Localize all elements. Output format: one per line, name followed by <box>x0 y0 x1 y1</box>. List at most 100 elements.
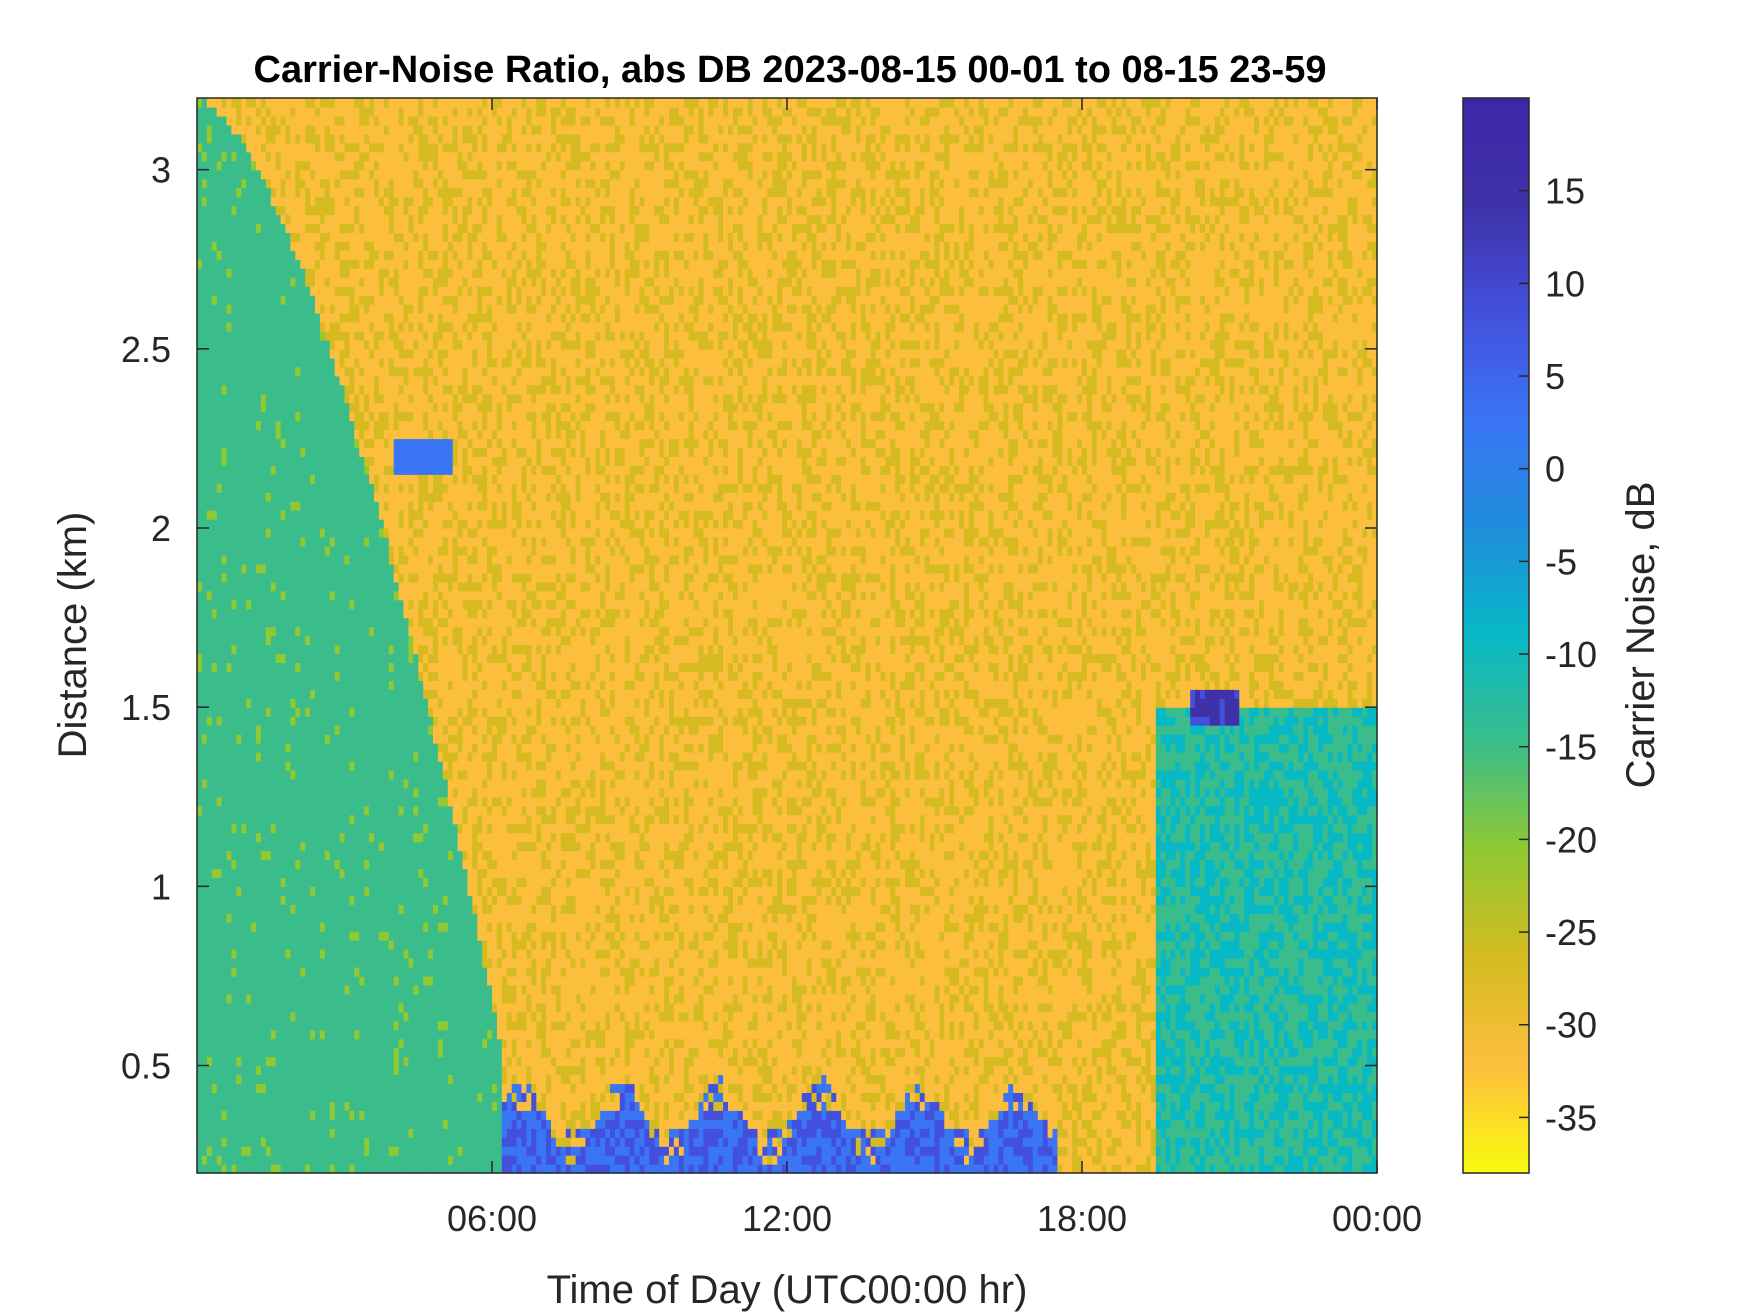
heatmap-cell <box>286 492 292 502</box>
heatmap-cell <box>354 492 360 502</box>
heatmap-cell <box>246 1039 252 1049</box>
heatmap-cell <box>330 698 336 708</box>
heatmap-cell <box>359 860 365 870</box>
heatmap-cell <box>330 349 336 359</box>
heatmap-cell <box>286 197 292 207</box>
heatmap-cell <box>345 600 351 610</box>
heatmap-cell <box>217 949 223 959</box>
heatmap-cell <box>271 1057 277 1067</box>
heatmap-cell <box>251 277 257 287</box>
heatmap-cell <box>389 107 395 117</box>
heatmap-cell <box>340 546 346 556</box>
heatmap-cell <box>217 474 223 484</box>
heatmap-cell <box>300 313 306 323</box>
heatmap-cell <box>222 1146 228 1156</box>
heatmap-cell <box>359 313 365 323</box>
heatmap-cell <box>281 958 287 968</box>
heatmap-cell <box>227 582 233 592</box>
heatmap-cell <box>364 967 370 977</box>
heatmap-cell <box>300 627 306 637</box>
heatmap-cell <box>320 1083 326 1093</box>
heatmap-cell <box>340 1137 346 1147</box>
heatmap-cell <box>281 913 287 923</box>
heatmap-cell <box>261 116 267 126</box>
heatmap-cell <box>261 1155 267 1165</box>
heatmap-cell <box>310 627 316 637</box>
heatmap-cell <box>261 671 267 681</box>
heatmap-cell <box>281 967 287 977</box>
heatmap-cell <box>384 170 390 180</box>
heatmap-cell <box>325 304 331 314</box>
heatmap-cell <box>399 1128 405 1138</box>
heatmap-cell <box>340 824 346 834</box>
heatmap-cell <box>197 824 203 834</box>
heatmap-cell <box>256 779 262 789</box>
heatmap-cell <box>217 770 223 780</box>
heatmap-cell <box>251 501 257 511</box>
heatmap-cell <box>315 931 321 941</box>
heatmap-cell <box>271 833 277 843</box>
heatmap-cell <box>266 1155 272 1165</box>
heatmap-cell <box>374 788 380 798</box>
heatmap-cell <box>340 510 346 520</box>
heatmap-cell <box>212 1092 218 1102</box>
heatmap-cell <box>227 600 233 610</box>
heatmap-cell <box>217 1066 223 1076</box>
heatmap-cell <box>369 295 375 305</box>
heatmap-cell <box>359 474 365 484</box>
heatmap-cell <box>251 752 257 762</box>
heatmap-cell <box>202 143 208 153</box>
heatmap-cell <box>374 627 380 637</box>
heatmap-cell <box>241 340 247 350</box>
heatmap-cell <box>276 537 282 547</box>
heatmap-cell <box>217 967 223 977</box>
heatmap-cell <box>325 627 331 637</box>
heatmap-cell <box>261 725 267 735</box>
heatmap-cell <box>384 779 390 789</box>
heatmap-cell <box>207 860 213 870</box>
heatmap-cell <box>310 770 316 780</box>
heatmap-cell <box>310 394 316 404</box>
heatmap-cell <box>369 1057 375 1067</box>
heatmap-cell <box>246 985 252 995</box>
heatmap-cell <box>315 304 321 314</box>
heatmap-cell <box>251 1003 257 1013</box>
heatmap-cell <box>266 188 272 198</box>
heatmap-cell <box>236 662 242 672</box>
heatmap-cell <box>394 1128 400 1138</box>
heatmap-cell <box>295 1012 301 1022</box>
heatmap-cell <box>231 868 237 878</box>
heatmap-cell <box>276 886 282 896</box>
heatmap-cell <box>197 591 203 601</box>
heatmap-cell <box>345 671 351 681</box>
heatmap-cell <box>276 967 282 977</box>
heatmap-cell <box>349 98 355 108</box>
heatmap-cell <box>300 1057 306 1067</box>
heatmap-cell <box>345 223 351 233</box>
heatmap-cell <box>379 546 385 556</box>
heatmap-cell <box>345 430 351 440</box>
heatmap-cell <box>276 295 282 305</box>
heatmap-cell <box>276 528 282 538</box>
heatmap-cell <box>295 519 301 529</box>
heatmap-cell <box>389 636 395 646</box>
heatmap-cell <box>251 842 257 852</box>
heatmap-cell <box>394 904 400 914</box>
heatmap-cell <box>389 555 395 565</box>
heatmap-cell <box>345 241 351 251</box>
heatmap-cell <box>266 528 272 538</box>
heatmap-cell <box>222 761 228 771</box>
heatmap-cell <box>227 98 233 108</box>
heatmap-cell <box>231 609 237 619</box>
heatmap-cell <box>354 868 360 878</box>
heatmap-cell <box>330 215 336 225</box>
heatmap-cell <box>207 349 213 359</box>
heatmap-cell <box>256 474 262 484</box>
heatmap-cell <box>394 358 400 368</box>
heatmap-cell <box>197 752 203 762</box>
heatmap-cell <box>310 671 316 681</box>
heatmap-cell <box>286 215 292 225</box>
heatmap-cell <box>197 1164 203 1174</box>
heatmap-cell <box>207 474 213 484</box>
heatmap-cell <box>330 636 336 646</box>
